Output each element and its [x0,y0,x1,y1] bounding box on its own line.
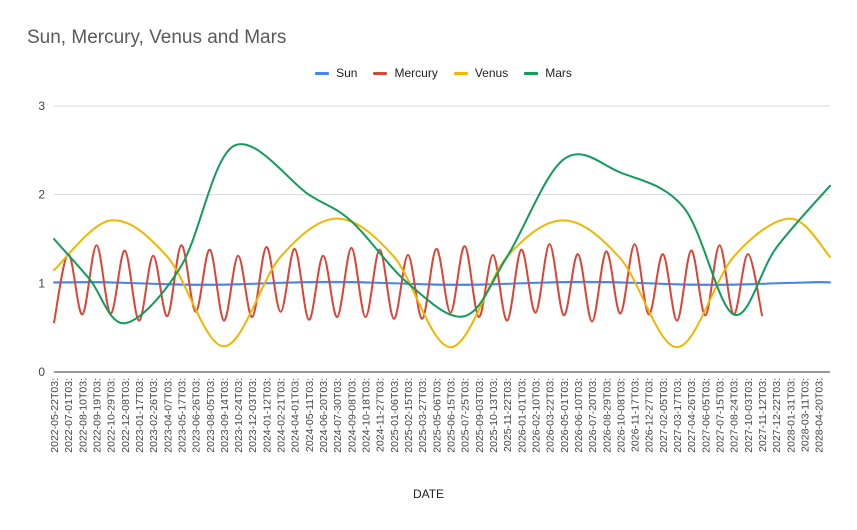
series-line-mercury [53,243,763,324]
x-tick-label: 2027-04-26T03: [686,378,698,453]
chart-legend: Sun Mercury Venus Mars [0,66,857,80]
x-tick-label: 2023-08-05T03: [205,378,217,453]
x-tick-label: 2027-06-05T03: [700,378,712,453]
legend-label-venus: Venus [474,66,509,80]
series-line-mars [53,143,831,325]
x-tick-label: 2027-03-17T03: [672,378,684,453]
x-tick-label: 2028-04-20T03: [814,378,826,453]
legend-swatch-mercury [373,71,388,75]
x-tick-label: 2026-10-08T03: [615,378,627,453]
x-tick-label: 2028-01-31T03: [785,378,797,453]
x-tick-label: 2026-07-20T03: [587,378,599,453]
x-tick-label: 2024-06-20T03: [318,378,330,453]
x-tick-label: 2025-05-06T03: [431,378,443,453]
x-tick-label: 2027-08-24T03: [729,378,741,453]
legend-swatch-mars [524,71,539,75]
x-tick-label: 2023-01-17T03: [134,378,146,453]
x-tick-label: 2024-07-30T03: [332,378,344,453]
x-tick-label: 2023-02-26T03: [148,378,160,453]
x-tick-label: 2023-10-24T03: [233,378,245,453]
x-tick-label: 2025-06-15T03: [445,378,457,453]
x-tick-label: 2026-08-29T03: [601,378,613,453]
x-tick-label: 2025-10-13T03: [488,378,500,453]
legend-item-venus[interactable]: Venus [453,66,509,80]
x-tick-label: 2026-05-01T03: [559,378,571,453]
x-tick-label: 2023-12-03T03: [247,378,259,453]
x-tick-label: 2027-07-15T03: [715,378,727,453]
x-tick-label: 2024-04-01T03: [290,378,302,453]
x-tick-label: 2027-11-12T03: [757,378,769,452]
x-tick-label: 2026-12-27T03: [644,378,656,453]
x-tick-label: 2022-09-19T03: [91,378,103,453]
y-tick-label: 0 [38,365,45,379]
x-tick-label: 2025-07-25T03: [460,378,472,453]
x-tick-label: 2022-05-22T03: [49,378,61,453]
legend-label-sun: Sun [336,66,358,80]
x-tick-label: 2022-07-01T03: [63,378,75,453]
x-tick-label: 2024-01-12T03: [261,378,273,453]
y-tick-label: 3 [38,99,45,113]
y-tick-label: 2 [38,188,45,202]
legend-item-mercury[interactable]: Mercury [373,66,438,80]
x-tick-label: 2026-01-01T03: [516,378,528,453]
x-axis-label: DATE [412,487,445,501]
x-tick-label: 2025-01-06T03: [389,378,401,453]
x-tick-label: 2022-08-10T03: [77,378,89,453]
x-tick-label: 2026-02-10T03: [530,378,542,453]
x-tick-label: 2023-09-14T03: [219,378,231,453]
chart-title: Sun, Mercury, Venus and Mars [27,27,287,48]
x-tick-label: 2028-03-11T03: [800,378,812,452]
x-tick-label: 2022-10-29T03: [106,378,118,453]
x-tick-label: 2023-06-26T03: [191,378,203,453]
series-line-venus [53,217,831,349]
x-tick-label: 2026-11-17T03: [630,378,642,452]
legend-item-mars[interactable]: Mars [524,66,572,80]
x-tick-label: 2026-03-22T03: [545,378,557,453]
x-tick-label: 2023-05-17T03: [176,378,188,453]
x-tick-label: 2024-09-08T03: [346,378,358,453]
legend-label-mars: Mars [545,66,572,80]
legend-swatch-sun [315,71,330,75]
legend-label-mercury: Mercury [394,66,438,80]
x-tick-label: 2027-12-22T03: [771,378,783,453]
x-tick-label: 2025-02-15T03: [403,378,415,453]
x-tick-label: 2024-10-18T03: [361,378,373,453]
x-tick-label: 2027-02-05T03: [658,378,670,453]
legend-item-sun[interactable]: Sun [315,66,357,80]
x-tick-label: 2022-12-08T03: [120,378,132,453]
x-tick-label: 2026-06-10T03: [573,378,585,453]
x-tick-label: 2025-03-27T03: [417,378,429,453]
x-tick-label: 2024-02-21T03: [276,378,288,453]
x-tick-label: 2027-10-03T03: [743,378,755,453]
y-tick-label: 1 [38,276,45,290]
x-tick-label: 2024-11-27T03: [375,378,387,452]
x-tick-label: 2023-04-07T03: [162,378,174,453]
x-tick-label: 2025-09-03T03: [474,378,486,453]
x-tick-label: 2025-11-22T03: [502,378,514,452]
x-tick-label: 2024-05-11T03: [304,378,316,452]
legend-swatch-venus [453,71,468,75]
